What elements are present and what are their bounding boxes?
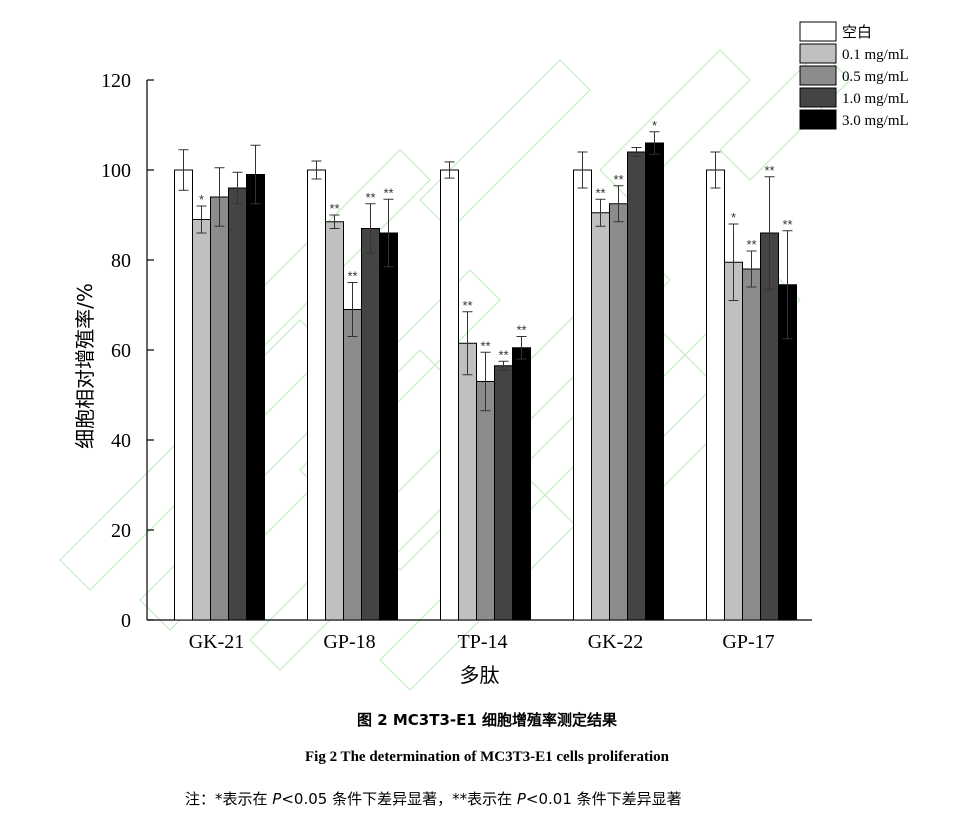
legend-swatch	[799, 21, 837, 42]
significance-mark: *	[199, 192, 204, 207]
y-tick-label: 20	[111, 520, 131, 542]
bar	[512, 347, 531, 621]
legend-swatch	[799, 65, 837, 86]
bar	[494, 365, 513, 621]
watermark-stroke	[599, 49, 751, 201]
figure-caption-english: Fig 2 The determination of MC3T3-E1 cell…	[305, 749, 669, 765]
legend: 空白 0.1 mg/mL 0.5 mg/mL 1.0 mg/mL 3.0 mg/mL	[799, 21, 909, 130]
x-tick-label: GP-18	[323, 631, 375, 653]
bar	[246, 174, 265, 621]
significance-mark: **	[383, 185, 393, 200]
significance-mark: **	[498, 347, 508, 362]
significance-mark: **	[516, 323, 526, 338]
x-tick-label: GK-21	[189, 631, 245, 653]
significance-mark: **	[782, 217, 792, 232]
bar	[379, 232, 398, 621]
x-tick-label: GK-22	[588, 631, 644, 653]
legend-label: 3.0 mg/mL	[842, 113, 909, 129]
y-tick-label: 40	[111, 430, 131, 452]
bar	[458, 342, 477, 621]
legend-label: 0.5 mg/mL	[842, 69, 909, 85]
note-prefix: 注：*表示在	[185, 790, 273, 808]
significance-mark: **	[347, 269, 357, 284]
chart: 0 20 40 60 80 100 120 细胞相对增殖率/% 多肽 GK-21 GP-18 TP-1…	[59, 21, 909, 691]
bar	[192, 219, 211, 621]
legend-label: 1.0 mg/mL	[842, 91, 909, 107]
x-tick-label: TP-14	[458, 631, 508, 653]
bar	[645, 142, 664, 621]
bar	[325, 221, 344, 621]
significance-mark: **	[746, 237, 756, 252]
significance-mark: **	[480, 338, 490, 353]
y-tick-label: 60	[111, 340, 131, 362]
figure-caption-chinese: 图 2 MC3T3-E1 细胞增殖率测定结果	[356, 711, 618, 729]
x-axis-label: 多肽	[460, 663, 500, 687]
bar	[440, 169, 459, 621]
note-suffix: <0.01 条件下差异显著	[525, 790, 682, 808]
note-p-symbol-2: P	[516, 790, 526, 808]
bar	[210, 196, 229, 621]
bar	[706, 169, 725, 621]
watermark-stroke	[719, 49, 851, 181]
bar	[343, 309, 362, 621]
legend-label: 0.1 mg/mL	[842, 47, 909, 63]
legend-swatch	[799, 87, 837, 108]
y-tick-label: 120	[101, 70, 131, 92]
significance-mark: **	[365, 190, 375, 205]
significance-mark: **	[595, 185, 605, 200]
bar	[307, 169, 326, 621]
y-axis-label: 细胞相对增殖率/%	[73, 283, 97, 449]
bar	[361, 228, 380, 621]
significance-mark: *	[652, 118, 657, 133]
legend-label: 空白	[842, 24, 872, 41]
y-tick-label: 80	[111, 250, 131, 272]
significance-mark: **	[764, 163, 774, 178]
bar	[760, 232, 779, 621]
bar	[573, 169, 592, 621]
legend-swatch	[799, 43, 837, 64]
bar	[609, 203, 628, 621]
note-middle: <0.05 条件下差异显著，**表示在	[281, 790, 517, 808]
note-p-symbol-1: P	[272, 790, 282, 808]
y-tick-label: 0	[121, 610, 131, 632]
significance-mark: *	[731, 210, 736, 225]
bar	[174, 169, 193, 621]
bar	[476, 381, 495, 621]
significance-mark: **	[462, 298, 472, 313]
figure-note: 注：*表示在 P<0.05 条件下差异显著，**表示在 P<0.01 条件下差异…	[185, 788, 682, 809]
x-tick-label: GP-17	[722, 631, 774, 653]
bar	[591, 212, 610, 621]
bar	[228, 187, 247, 621]
significance-mark: **	[613, 172, 623, 187]
bar	[724, 261, 743, 621]
significance-mark: **	[329, 201, 339, 216]
bars: ******* **********************	[174, 118, 797, 621]
legend-swatch	[799, 109, 837, 130]
y-tick-label: 100	[101, 160, 131, 182]
bar	[742, 268, 761, 621]
bar	[627, 151, 646, 621]
